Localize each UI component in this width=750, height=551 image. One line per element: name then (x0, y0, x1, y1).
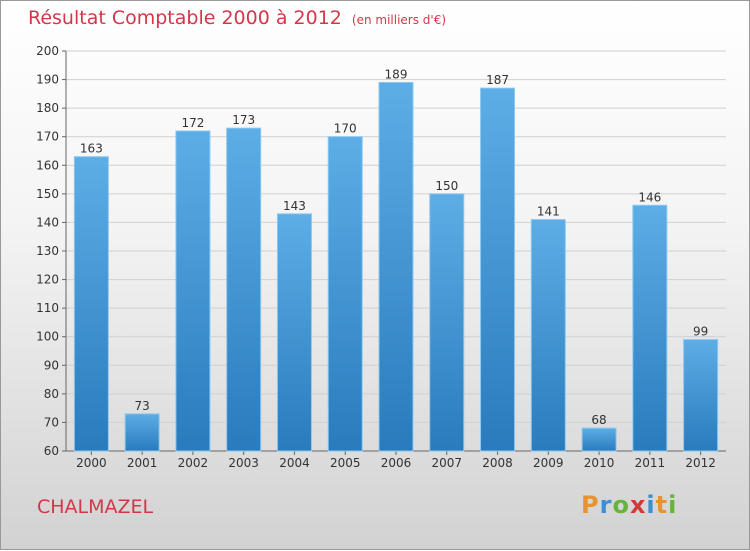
y-tick-label: 160 (36, 158, 59, 172)
bar-value-label: 143 (283, 199, 306, 213)
bar (429, 193, 465, 452)
y-tick-label: 170 (36, 130, 59, 144)
logo-letter: t (655, 491, 669, 519)
y-tick-label: 70 (44, 415, 59, 429)
logo-letter: P (581, 491, 600, 519)
y-tick-label: 200 (36, 44, 59, 58)
bar (581, 427, 617, 452)
y-tick-label: 80 (44, 387, 59, 401)
bar-value-label: 141 (537, 205, 560, 219)
logo-letter: r (599, 491, 613, 519)
bar-value-label: 68 (591, 413, 606, 427)
bar-value-label: 173 (232, 113, 255, 127)
logo-letter: i (668, 491, 678, 519)
x-tick-label: 2000 (76, 456, 107, 470)
bar (276, 213, 312, 452)
bar-value-label: 99 (693, 325, 708, 339)
x-tick-label: 2010 (584, 456, 615, 470)
y-tick-label: 120 (36, 273, 59, 287)
x-tick-label: 2012 (685, 456, 716, 470)
bar-value-label: 172 (181, 116, 204, 130)
x-tick-label: 2007 (431, 456, 462, 470)
y-tick-label: 140 (36, 215, 59, 229)
x-tick-label: 2006 (381, 456, 412, 470)
x-tick-label: 2002 (178, 456, 209, 470)
x-tick-label: 2011 (635, 456, 666, 470)
chart-subtitle: (en milliers d'€) (351, 13, 447, 27)
bar (683, 339, 719, 452)
x-tick-label: 2001 (127, 456, 158, 470)
bar (73, 156, 109, 452)
y-tick-label: 60 (44, 444, 59, 458)
proxiti-logo: Proxiti (581, 491, 677, 519)
y-tick-label: 180 (36, 101, 59, 115)
bar (378, 81, 414, 452)
chart-title: Résultat Comptable 2000 à 2012 (en millie… (28, 7, 446, 29)
bar (530, 219, 566, 452)
y-tick-label: 100 (36, 330, 59, 344)
logo-letter: x (629, 491, 647, 519)
y-tick-label: 90 (44, 358, 59, 372)
bar-value-label: 187 (486, 73, 509, 87)
bar (632, 204, 668, 452)
bar-value-label: 150 (435, 179, 458, 193)
chart-title-text: Résultat Comptable 2000 à 2012 (28, 7, 342, 29)
y-tick-label: 130 (36, 244, 59, 258)
bar-value-label: 163 (80, 142, 103, 156)
x-tick-label: 2008 (482, 456, 513, 470)
bar (175, 130, 211, 452)
bar (480, 87, 516, 452)
bar-value-label: 170 (334, 122, 357, 136)
x-tick-label: 2009 (533, 456, 564, 470)
y-tick-label: 110 (36, 301, 59, 315)
bar (124, 413, 160, 452)
bar-value-label: 73 (135, 399, 150, 413)
bar (327, 136, 363, 452)
y-tick-label: 190 (36, 73, 59, 87)
x-tick-label: 2004 (279, 456, 310, 470)
bar-value-label: 146 (638, 190, 661, 204)
bar-value-label: 189 (385, 67, 408, 81)
logo-letter: o (612, 491, 630, 519)
logo-letter: i (646, 491, 656, 519)
bar (226, 127, 262, 452)
commune-name: CHALMAZEL (37, 496, 154, 518)
x-tick-label: 2003 (228, 456, 259, 470)
y-tick-label: 150 (36, 187, 59, 201)
x-tick-label: 2005 (330, 456, 361, 470)
